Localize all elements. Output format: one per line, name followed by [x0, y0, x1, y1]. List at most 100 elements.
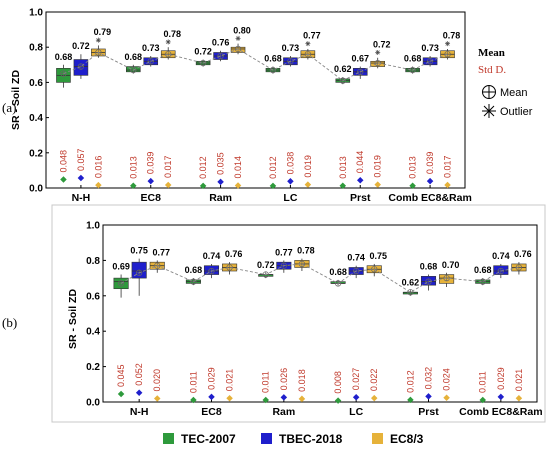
y-tick-label-4: 0.8 — [29, 43, 43, 54]
std-marker-ec8-3-ec8 — [226, 395, 233, 402]
y-axis-label-a: SR - Soil ZD — [10, 70, 22, 131]
mean-label-tbec-2018-ram: 0.76 — [212, 38, 230, 48]
mean-label-tec-2007-prst: 0.62 — [334, 64, 352, 74]
legend-label-ec83: EC8/3 — [390, 432, 424, 446]
outlier-marker — [305, 41, 311, 47]
std-marker-ec8-3-comb-ec8-ram — [444, 181, 451, 189]
mean-label-tbec-2018-n-h: 0.75 — [130, 246, 148, 256]
std-marker-tbec-2018-prst — [356, 177, 364, 184]
std-marker-tbec-2018-lc — [352, 393, 360, 401]
mean-label-tbec-2018-prst: 0.67 — [351, 54, 369, 64]
outlier-marker — [375, 49, 381, 55]
std-label-tec-2007-prst: 0.012 — [405, 370, 415, 393]
std-label-tbec-2018-n-h: 0.052 — [134, 363, 144, 386]
std-marker-tec-2007-ec8 — [130, 182, 137, 189]
outlier-marker — [235, 35, 241, 41]
std-label-tbec-2018-prst: 0.032 — [424, 367, 434, 390]
std-marker-tec-2007-ram — [262, 396, 270, 404]
std-marker-tec-2007-n-h — [60, 176, 67, 183]
box-ec8-3-n-h — [149, 260, 165, 273]
mean-label-tbec-2018-prst: 0.68 — [420, 262, 438, 272]
std-marker-ec8-3-ram — [298, 395, 306, 403]
box-tec-2007-prst — [402, 289, 418, 296]
mean-label-tec-2007-lc: 0.68 — [329, 267, 347, 277]
box-tbec-2018-n-h — [73, 54, 89, 79]
box-ec8-3-prst — [370, 49, 385, 69]
std-label-ec8-3-comb-ec8-ram: 0.021 — [514, 369, 524, 392]
mean-label-ec8-3-comb-ec8-ram: 0.78 — [443, 31, 461, 41]
legend-a: Mean Std D. Mean Outlier — [478, 47, 533, 118]
box-tbec-2018-ram — [213, 50, 228, 62]
mean-label-ec8-3-ram: 0.80 — [233, 25, 251, 35]
std-marker-tec-2007-prst — [339, 182, 347, 189]
std-label-ec8-3-prst: 0.019 — [373, 155, 383, 178]
box-tbec-2018-n-h — [131, 258, 147, 296]
mean-label-tbec-2018-ec8: 0.74 — [203, 251, 221, 261]
mean-label-tbec-2018-comb-ec8-ram: 0.74 — [492, 251, 510, 261]
bottom-legend: TEC-2007 TBEC-2018 EC8/3 — [163, 432, 424, 446]
outlier-marker — [95, 37, 101, 43]
y-tick-label-4: 0.8 — [86, 256, 100, 267]
legend-swatch-ec83 — [372, 433, 383, 444]
mean-label-ec8-3-n-h: 0.79 — [94, 27, 112, 37]
legend-outlier-text: Outlier — [500, 106, 533, 118]
std-marker-tbec-2018-ec8 — [208, 393, 215, 401]
mean-label-ec8-3-n-h: 0.77 — [152, 247, 170, 257]
std-label-tbec-2018-ec8: 0.039 — [146, 152, 156, 175]
category-label-lc: LC — [349, 406, 363, 418]
std-label-tec-2007-prst: 0.013 — [338, 156, 348, 179]
std-label-ec8-3-ec8: 0.017 — [163, 155, 173, 178]
std-marker-tbec-2018-n-h — [77, 174, 85, 182]
mean-label-ec8-3-prst: 0.72 — [373, 39, 391, 49]
mean-label-tbec-2018-ec8: 0.73 — [142, 43, 160, 53]
mean-label-tec-2007-comb-ec8-ram: 0.68 — [404, 54, 422, 64]
y-tick-label-1: 0.2 — [86, 362, 100, 373]
legend-swatch-tbec2018 — [261, 433, 272, 444]
box-tbec-2018-prst — [352, 66, 368, 79]
mean-label-tbec-2018-ram: 0.77 — [275, 247, 293, 257]
mean-label-tec-2007-lc: 0.68 — [264, 54, 282, 64]
std-label-tec-2007-ram: 0.012 — [198, 156, 208, 179]
std-marker-tec-2007-ram — [199, 182, 207, 190]
std-marker-ec8-3-comb-ec8-ram — [515, 395, 523, 402]
legend-outlier-symbol — [482, 104, 496, 118]
std-label-ec8-3-lc: 0.019 — [303, 155, 313, 178]
legend-mean-title: Mean — [478, 47, 505, 59]
mean-label-tec-2007-n-h: 0.68 — [55, 52, 73, 62]
mean-label-tec-2007-prst: 0.62 — [402, 277, 420, 287]
std-marker-tbec-2018-n-h — [135, 389, 143, 397]
mean-label-tec-2007-ram: 0.72 — [257, 260, 275, 270]
category-label-ec8: EC8 — [201, 406, 222, 418]
std-label-tec-2007-comb-ec8-ram: 0.013 — [408, 156, 418, 179]
std-label-tec-2007-n-h: 0.045 — [116, 365, 126, 388]
std-label-ec8-3-ram: 0.018 — [297, 369, 307, 392]
std-label-tbec-2018-ram: 0.026 — [279, 368, 289, 391]
plot-area-b: 0.0 0.2 0.4 0.6 0.8 1.0 N-H EC8 Ram LC Prst Comb EC… — [86, 221, 542, 419]
outlier-marker — [445, 41, 451, 47]
mean-label-ec8-3-ec8: 0.78 — [163, 29, 181, 39]
category-label-ram: Ram — [209, 192, 232, 204]
std-label-tec-2007-ec8: 0.011 — [188, 371, 198, 393]
std-marker-ec8-3-n-h — [153, 395, 161, 402]
outlier-marker — [165, 39, 171, 45]
box-tec-2007-ram — [195, 59, 211, 67]
std-marker-tec-2007-comb-ec8-ram — [409, 182, 416, 189]
box-tbec-2018-lc — [348, 265, 364, 279]
mean-label-ec8-3-lc: 0.77 — [303, 31, 321, 41]
std-label-ec8-3-n-h: 0.016 — [93, 156, 103, 179]
std-marker-tbec-2018-comb-ec8-ram — [426, 177, 434, 185]
std-label-tbec-2018-n-h: 0.057 — [76, 148, 86, 171]
legend-mean-symbol — [482, 85, 496, 99]
legend-label-tbec2018: TBEC-2018 — [279, 432, 343, 446]
box-tbec-2018-comb-ec8-ram — [422, 56, 438, 67]
std-label-tec-2007-lc: 0.008 — [333, 371, 343, 394]
mean-label-tec-2007-ec8: 0.68 — [185, 265, 203, 275]
mean-label-tec-2007-comb-ec8-ram: 0.68 — [474, 265, 492, 275]
std-marker-tec-2007-lc — [269, 182, 277, 190]
box-ec8-3-lc — [300, 41, 316, 60]
box-tec-2007-n-h — [56, 64, 71, 88]
std-marker-ec8-3-ec8 — [164, 181, 172, 189]
std-label-tbec-2018-ec8: 0.029 — [207, 367, 217, 390]
mean-label-tbec-2018-lc: 0.74 — [347, 253, 365, 263]
std-label-tec-2007-ec8: 0.013 — [128, 156, 138, 179]
